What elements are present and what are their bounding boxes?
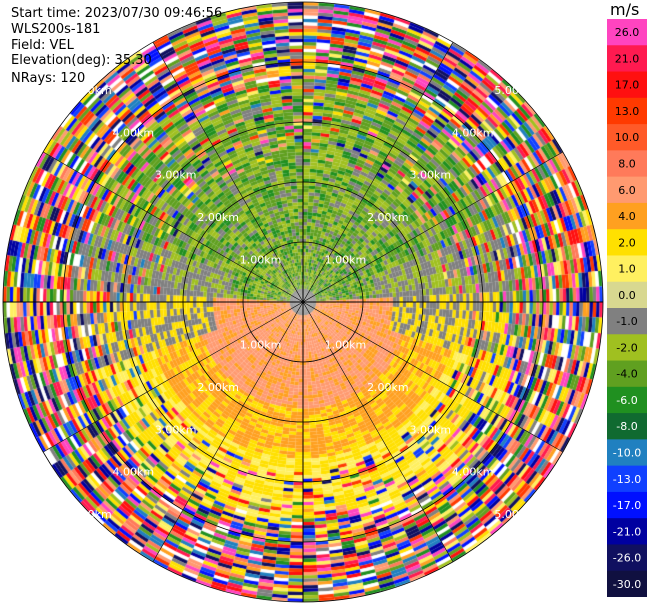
azimuth-spoke bbox=[43, 151, 304, 303]
colorbar-swatch bbox=[607, 71, 647, 99]
range-ring-label: 1.00km bbox=[325, 338, 367, 351]
colorbar-tick-label: 6.0 bbox=[618, 184, 636, 197]
colorbar-tick-label: 26.0 bbox=[615, 26, 640, 39]
azimuth-spoke bbox=[302, 42, 454, 303]
range-ring-label: 4.00km bbox=[113, 466, 155, 479]
colorbar-tick-label: -13.0 bbox=[613, 473, 641, 486]
range-ring-label: 2.00km bbox=[197, 381, 239, 394]
colorbar-tick-label: -10.0 bbox=[613, 447, 641, 460]
colorbar-tick-label: 10.0 bbox=[615, 131, 640, 144]
colorbar-tick-label: -21.0 bbox=[613, 525, 641, 538]
range-ring-label: 1.00km bbox=[240, 254, 282, 267]
azimuth-spoke bbox=[302, 301, 563, 453]
range-ring-label: 5.00km bbox=[494, 84, 536, 97]
start-time-label: Start time: 2023/07/30 09:46:56 bbox=[11, 6, 223, 21]
colorbar-tick-label: 17.0 bbox=[615, 79, 640, 92]
colorbar-swatch bbox=[607, 360, 647, 388]
colorbar-swatch bbox=[607, 150, 647, 178]
colorbar-swatch bbox=[607, 255, 647, 283]
range-ring-label: 2.00km bbox=[367, 211, 409, 224]
colorbar-tick-label: -6.0 bbox=[616, 394, 637, 407]
range-ring-label: 5.00km bbox=[70, 508, 112, 521]
colorbar-tick-label: -17.0 bbox=[613, 499, 641, 512]
colorbar-swatch bbox=[607, 19, 647, 46]
colorbar-tick-label: -26.0 bbox=[613, 552, 641, 565]
range-ring-label: 4.00km bbox=[113, 126, 155, 139]
velocity-colorbar: 26.0 21.0 17.0 13.0 10.0 8.0 6.0 4.0 2.0 1.0 0.0 -1… bbox=[607, 19, 647, 597]
colorbar-swatch bbox=[607, 202, 647, 230]
colorbar-unit: m/s bbox=[610, 0, 640, 19]
azimuth-spoke bbox=[152, 301, 304, 562]
colorbar-swatch bbox=[607, 308, 647, 335]
colorbar-tick-label: -1.0 bbox=[616, 315, 637, 328]
azimuth-spoke bbox=[43, 301, 304, 453]
colorbar-swatch bbox=[607, 570, 647, 597]
instrument-label: WLS200s-181 bbox=[11, 22, 101, 37]
colorbar-tick-label: 8.0 bbox=[618, 158, 636, 171]
colorbar-swatch bbox=[607, 491, 647, 519]
colorbar-swatch bbox=[607, 518, 647, 545]
colorbar-tick-label: -8.0 bbox=[616, 420, 637, 433]
colorbar-tick-label: 4.0 bbox=[618, 210, 636, 223]
elevation-label: Elevation(deg): 35.30 bbox=[11, 53, 152, 68]
azimuth-spoke bbox=[152, 42, 304, 303]
colorbar-tick-label: -2.0 bbox=[616, 341, 637, 354]
range-ring-label: 4.00km bbox=[452, 466, 494, 479]
colorbar-swatch bbox=[607, 334, 647, 362]
colorbar-tick-label: 2.0 bbox=[618, 236, 636, 249]
colorbar-tick-label: 0.0 bbox=[618, 289, 636, 302]
colorbar-swatch bbox=[607, 544, 647, 572]
colorbar-swatch bbox=[607, 124, 647, 151]
colorbar-swatch bbox=[607, 465, 647, 493]
colorbar-swatch bbox=[607, 229, 647, 256]
colorbar-swatch bbox=[607, 413, 647, 440]
range-ring-label: 4.00km bbox=[452, 126, 494, 139]
range-ring-label: 5.00km bbox=[494, 508, 536, 521]
colorbar-tick-label: -4.0 bbox=[616, 368, 637, 381]
range-ring-label: 1.00km bbox=[240, 338, 282, 351]
colorbar-swatch bbox=[607, 176, 647, 204]
nrays-label: NRays: 120 bbox=[11, 71, 86, 86]
colorbar-swatch bbox=[607, 386, 647, 414]
range-ring-label: 1.00km bbox=[325, 254, 367, 267]
range-ring-label: 2.00km bbox=[197, 211, 239, 224]
range-ring-label: 2.00km bbox=[367, 381, 409, 394]
range-ring-label: 3.00km bbox=[155, 423, 197, 436]
colorbar-swatch bbox=[607, 97, 647, 125]
colorbar-swatch bbox=[607, 439, 647, 467]
colorbar-tick-label: 13.0 bbox=[615, 105, 640, 118]
range-ring-label: 3.00km bbox=[409, 423, 451, 436]
colorbar-tick-label: -30.0 bbox=[613, 578, 641, 591]
azimuth-spoke bbox=[302, 151, 563, 303]
colorbar-swatch bbox=[607, 45, 647, 73]
field-label: Field: VEL bbox=[11, 38, 74, 53]
range-ring-label: 5.00km bbox=[70, 84, 112, 97]
range-ring-label: 3.00km bbox=[409, 169, 451, 182]
colorbar-swatch bbox=[607, 281, 647, 309]
colorbar-tick-label: 21.0 bbox=[615, 52, 640, 65]
colorbar-tick-label: 1.0 bbox=[618, 263, 636, 276]
range-ring-label: 3.00km bbox=[155, 169, 197, 182]
azimuth-spoke bbox=[302, 301, 454, 562]
